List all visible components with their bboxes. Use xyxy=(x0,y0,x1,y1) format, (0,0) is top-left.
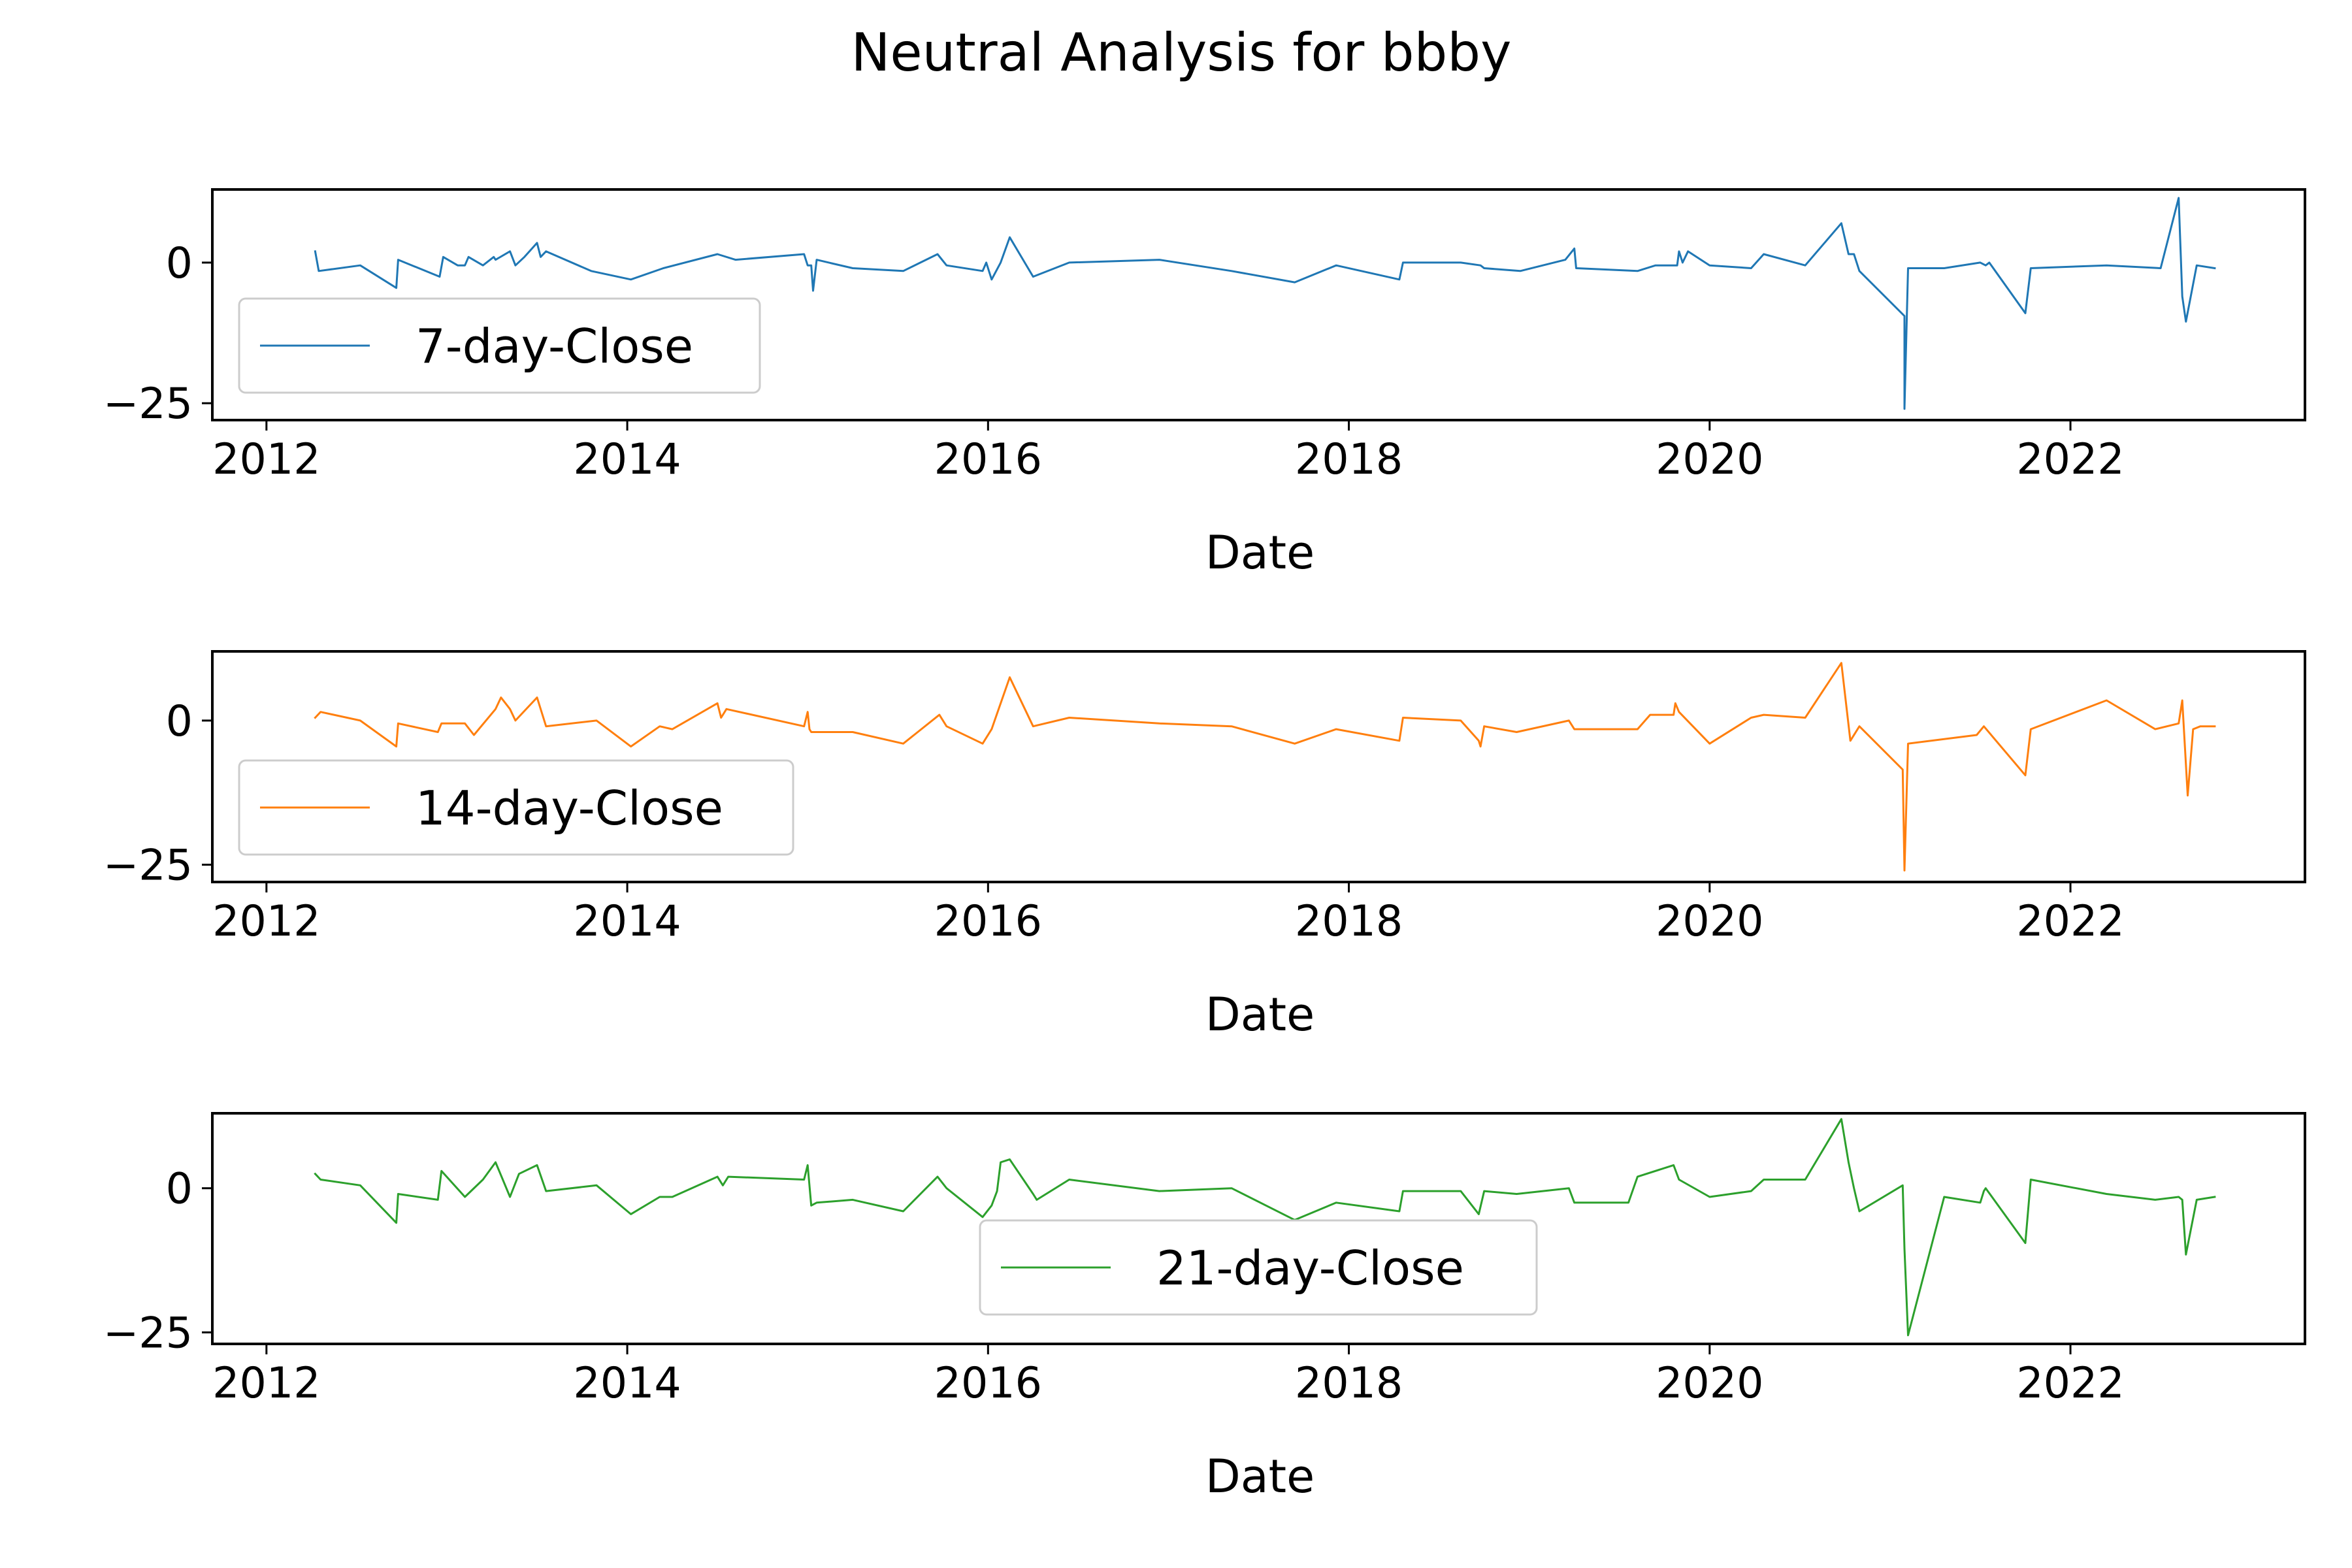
x-tick-label: 2018 xyxy=(1295,435,1403,484)
legend: 14-day-Close xyxy=(238,759,794,856)
x-axis-label: Date xyxy=(1205,1450,1315,1503)
axes-frame xyxy=(211,1112,2306,1345)
x-tick-label: 2022 xyxy=(2016,1359,2124,1408)
subplot-3: 2012 2014 2016 2018 2020 2022 0 −25 Date 21-day-C… xyxy=(103,1112,2306,1503)
x-tick-label: 2022 xyxy=(2016,435,2124,484)
x-tick-label: 2018 xyxy=(1295,1359,1403,1408)
x-tick-label: 2018 xyxy=(1295,897,1403,946)
x-tick-label: 2012 xyxy=(212,435,320,484)
legend: 21-day-Close xyxy=(979,1219,1538,1316)
series-line-21-day-Close xyxy=(314,1118,2216,1337)
x-tick-label: 2020 xyxy=(1656,1359,1763,1408)
y-tick-label: 0 xyxy=(166,697,193,746)
legend-box xyxy=(238,297,761,394)
x-tick-label: 2012 xyxy=(212,1359,320,1408)
legend: 7-day-Close xyxy=(238,297,761,394)
x-axis-label: Date xyxy=(1205,988,1315,1041)
y-tick-label: −25 xyxy=(103,380,193,429)
y-tick-label: 0 xyxy=(166,239,193,288)
x-tick-label: 2016 xyxy=(934,897,1042,946)
y-tick-label: −25 xyxy=(103,1309,193,1358)
legend-label: 14-day-Close xyxy=(416,781,723,836)
y-tick-label: −25 xyxy=(103,841,193,890)
series-line-7-day-Close xyxy=(314,197,2216,410)
legend-box xyxy=(238,759,794,856)
series-line-14-day-Close xyxy=(314,662,2216,872)
x-tick-label: 2014 xyxy=(573,435,681,484)
x-tick-label: 2016 xyxy=(934,435,1042,484)
x-axis-label: Date xyxy=(1205,526,1315,580)
legend-label: 21-day-Close xyxy=(1156,1241,1464,1296)
legend-label: 7-day-Close xyxy=(416,319,693,374)
x-tick-label: 2014 xyxy=(573,897,681,946)
legend-box xyxy=(979,1219,1538,1316)
y-tick-label: 0 xyxy=(166,1165,193,1214)
x-tick-label: 2016 xyxy=(934,1359,1042,1408)
figure-title: Neutral Analysis for bbby xyxy=(851,22,1512,83)
x-tick-label: 2022 xyxy=(2016,897,2124,946)
subplot-1: 2012 2014 2016 2018 2020 2022 0 −25 Date 7-day-Cl… xyxy=(103,188,2306,580)
subplots: 2012 2014 2016 2018 2020 2022 0 −25 Date 7-day-Cl… xyxy=(103,188,2306,1503)
x-tick-label: 2020 xyxy=(1656,897,1763,946)
x-tick-label: 2020 xyxy=(1656,435,1763,484)
axes-frame xyxy=(211,188,2306,421)
subplot-2: 2012 2014 2016 2018 2020 2022 0 −25 Date 14-day-C… xyxy=(103,650,2306,1041)
x-tick-label: 2012 xyxy=(212,897,320,946)
axes-frame xyxy=(211,650,2306,883)
x-tick-label: 2014 xyxy=(573,1359,681,1408)
